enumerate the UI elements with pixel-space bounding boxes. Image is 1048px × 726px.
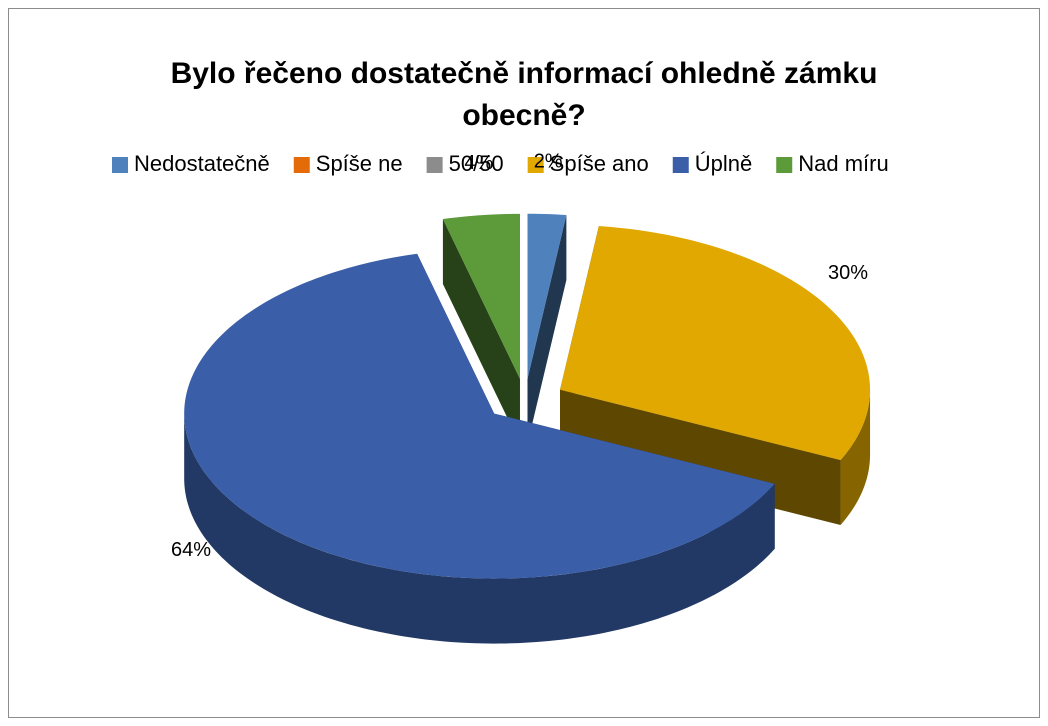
slice (184, 253, 775, 579)
chart-title: Bylo řečeno dostatečně informací ohledně… (171, 57, 878, 90)
slice (527, 213, 567, 379)
legend-label: 50/50 (449, 151, 504, 176)
chart-title: obecně? (462, 99, 585, 132)
legend-label: Nedostatečně (134, 151, 270, 176)
legend-swatch (672, 157, 689, 173)
slice-side (840, 389, 871, 525)
legend-swatch (112, 157, 128, 173)
slice (560, 226, 871, 460)
slice (442, 213, 520, 379)
legend-label: Spíše ne (316, 151, 403, 176)
data-label: 30% (828, 262, 868, 284)
data-label: 64% (171, 539, 211, 561)
data-label: 2% (534, 151, 563, 173)
slice-side (527, 215, 567, 444)
legend-swatch (776, 157, 793, 173)
legend-label: Úplně (695, 151, 752, 176)
slice-side (442, 219, 520, 444)
legend-label: Nad míru (798, 151, 888, 176)
legend-swatch (293, 157, 310, 173)
slice-side (184, 413, 775, 644)
legend-swatch (426, 157, 443, 173)
legend-swatch (527, 157, 544, 173)
data-label: 4% (464, 152, 493, 174)
legend-label: Spíše ano (550, 151, 649, 176)
